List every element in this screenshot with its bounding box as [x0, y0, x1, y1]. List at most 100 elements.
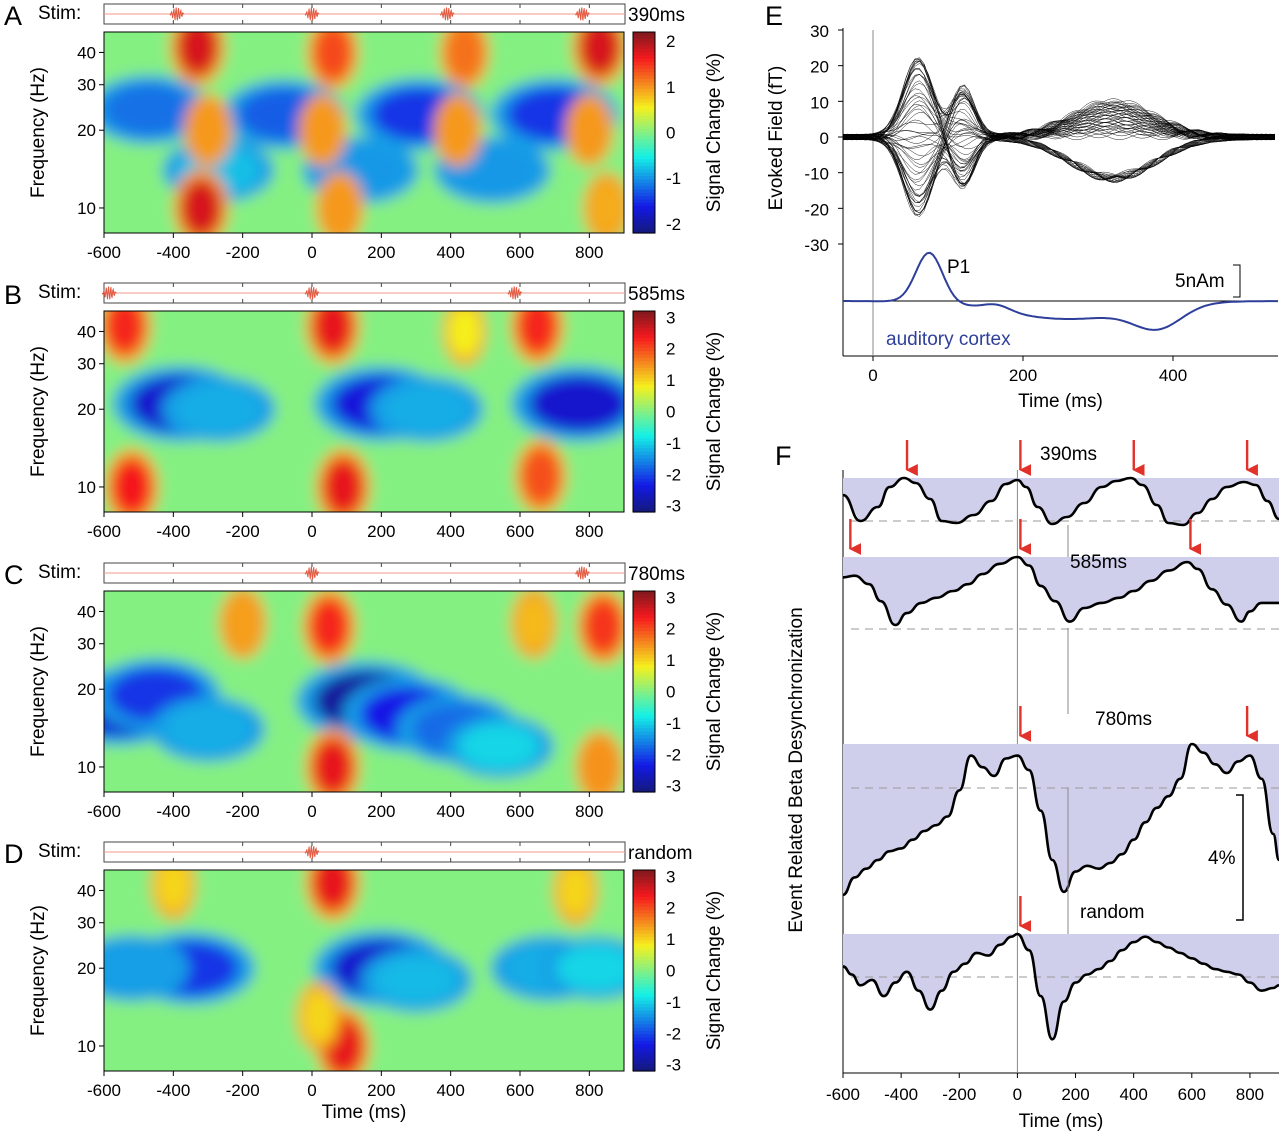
y-axis-label: Frequency (Hz)	[28, 346, 49, 477]
colorbar-segment	[633, 641, 655, 646]
colorbar-segment	[633, 109, 655, 113]
colorbar-segment	[633, 105, 655, 110]
colorbar-segment	[633, 960, 655, 965]
colorbar-segment	[633, 973, 655, 978]
colorbar-tick-label: -3	[666, 1056, 681, 1075]
colorbar-segment	[633, 781, 655, 786]
x-tick-label: 200	[367, 243, 395, 262]
panel-letter: D	[4, 839, 24, 869]
colorbar-segment	[633, 684, 655, 689]
colorbar-segment	[633, 196, 655, 201]
heatmap-blob	[104, 943, 175, 993]
colorbar-segment	[633, 169, 655, 174]
colorbar-segment	[633, 1064, 655, 1069]
colorbar-segment	[633, 42, 655, 46]
source-label: auditory cortex	[886, 329, 1011, 350]
colorbar-segment	[633, 192, 655, 197]
heatmap-blobs	[104, 591, 624, 792]
colorbar-segment	[633, 327, 655, 332]
heatmap-blob	[176, 385, 261, 434]
colorbar-segment	[633, 421, 655, 426]
colorbar-segment	[633, 1034, 655, 1039]
colorbar-segment	[633, 216, 655, 221]
colorbar-segment	[633, 970, 655, 975]
colorbar-segment	[633, 896, 655, 901]
heatmap-blob	[309, 598, 350, 655]
colorbar-segment	[633, 68, 655, 73]
x-tick-label: 600	[1178, 1085, 1206, 1104]
y-axis-label: Frequency (Hz)	[28, 626, 49, 757]
colorbar-frame	[632, 31, 656, 234]
colorbar-segment	[633, 119, 655, 124]
scale-label: 4%	[1208, 848, 1236, 869]
x-tick-label: -600	[826, 1085, 860, 1104]
colorbar-segment	[633, 428, 655, 433]
peak-label: P1	[947, 257, 970, 278]
heatmap-blob	[439, 103, 476, 157]
stim-label: Stim:	[38, 3, 81, 24]
beta-trace	[842, 476, 1280, 527]
evoked-trace	[842, 88, 1276, 141]
heatmap-blob	[558, 870, 592, 917]
colorbar-segment	[633, 591, 655, 595]
colorbar-segment	[633, 674, 655, 679]
colorbar-segment	[633, 930, 655, 935]
colorbar-segment	[633, 870, 655, 874]
colorbar-segment	[633, 624, 655, 629]
panel-letter: F	[775, 441, 792, 471]
colorbar-segment	[633, 418, 655, 423]
colorbar-segment	[633, 704, 655, 709]
colorbar-segment	[633, 122, 655, 127]
colorbar-tick-label: 1	[666, 651, 675, 670]
evoked-trace	[842, 92, 1276, 141]
heatmap-blob	[111, 458, 152, 512]
colorbar-segment	[633, 182, 655, 187]
colorbar-segment	[633, 361, 655, 366]
colorbar-segment	[633, 785, 655, 790]
interval-label: 390ms	[628, 5, 685, 26]
heatmap-blob	[374, 956, 458, 1004]
x-tick-label: 800	[1236, 1085, 1264, 1104]
x-tick-label: -400	[156, 522, 190, 541]
colorbar-segment	[633, 880, 655, 884]
colorbar-segment	[633, 35, 655, 40]
heatmap-blob	[180, 179, 222, 233]
colorbar-segment	[633, 788, 655, 793]
colorbar-segment	[633, 145, 655, 150]
colorbar-segment	[633, 1024, 655, 1029]
colorbar-segment	[633, 893, 655, 898]
colorbar-segment	[633, 741, 655, 746]
colorbar-segment	[633, 990, 655, 995]
x-axis-label: Time (ms)	[1019, 1111, 1104, 1132]
heatmap-frame	[103, 869, 625, 1072]
colorbar-segment	[633, 771, 655, 776]
colorbar-segment	[633, 906, 655, 911]
colorbar-segment	[633, 947, 655, 951]
heatmap-blob	[517, 311, 558, 355]
x-tick-label: 400	[436, 243, 464, 262]
colorbar-segment	[633, 354, 655, 359]
colorbar-segment	[633, 202, 655, 207]
colorbar-segment	[633, 505, 655, 510]
colorbar-segment	[633, 594, 655, 599]
colorbar-tick-label: 1	[666, 78, 675, 97]
colorbar-segment	[633, 1067, 655, 1072]
colorbar-segment	[633, 441, 655, 446]
colorbar-segment	[633, 621, 655, 626]
colorbar-segment	[633, 344, 655, 349]
colorbar-segment	[633, 404, 655, 409]
colorbar-segment	[633, 431, 655, 436]
y-tick-label: 10	[77, 199, 96, 218]
y-tick-label: 20	[77, 400, 96, 419]
colorbar-segment	[633, 768, 655, 773]
colorbar-segment	[633, 324, 655, 329]
colorbar-segment	[633, 132, 655, 137]
colorbar-segment	[633, 601, 655, 605]
heatmap-blob	[384, 385, 469, 434]
stim-tone-burst	[439, 7, 455, 21]
stim-tone-burst	[574, 7, 590, 21]
colorbar-frame	[632, 869, 656, 1072]
colorbar-segment	[633, 651, 655, 656]
x-tick-label: 400	[436, 1081, 464, 1100]
